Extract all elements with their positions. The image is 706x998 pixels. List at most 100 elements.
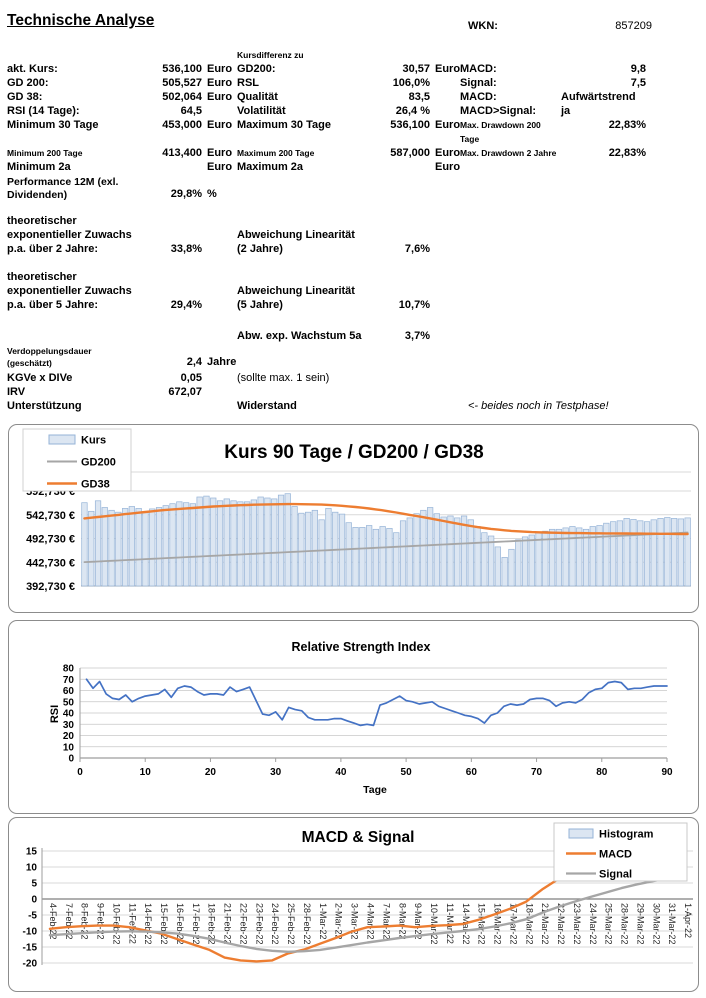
y-axis-title: RSI: [49, 705, 61, 723]
stat-value: 587,000: [390, 147, 430, 159]
kurs-bar: [244, 501, 251, 587]
x-axis-date-label: 9-Feb-22: [96, 903, 106, 940]
macd-chart-svg: 15 10 5 0 -5 -10 -15 -20 4-Feb-22 7-Feb-22 8-Feb-2…: [23, 822, 693, 970]
kurs-bar: [440, 516, 447, 587]
x-axis-date-label: 1-Mar-22: [318, 903, 328, 940]
kurs-bar: [183, 502, 190, 587]
chart-title: Relative Strength Index: [292, 640, 431, 654]
stat-value: 106,0%: [392, 77, 430, 89]
x-axis-date-label: 23-Mar-22: [572, 903, 582, 945]
unterstuetzung-label: Unterstützung: [7, 400, 82, 412]
growth2y-label-line3: p.a. über 2 Jahre:: [7, 243, 99, 255]
legend-kurs-swatch: [48, 434, 76, 445]
kurs-bar: [379, 526, 386, 587]
kurs-bar: [603, 522, 610, 587]
stat-label: Minimum 200 Tage: [7, 148, 83, 158]
kurs-bar: [664, 517, 671, 587]
y-axis-tick-label: 40: [63, 709, 75, 720]
y-axis-tick-label: 80: [63, 664, 75, 675]
stat-unit: Euro: [435, 161, 461, 173]
kurs-bar: [589, 526, 596, 587]
x-axis-date-label: 16-Feb-22: [175, 903, 185, 945]
legend-histogram-swatch: [568, 828, 594, 839]
stat-label: MACD>Signal:: [460, 105, 537, 117]
growth2y-label-line1: theoretischer: [7, 215, 77, 227]
kurs-bar: [230, 500, 237, 587]
x-axis-date-label: 18-Mar-22: [524, 903, 534, 945]
y-axis-tick-label: -20: [23, 959, 38, 970]
kurs-bar: [555, 528, 562, 587]
kurs-bar: [155, 507, 163, 587]
stat-value: 22,83%: [608, 119, 646, 131]
stat-unit: Euro: [435, 119, 461, 131]
x-axis-date-label: 11-Feb-22: [127, 903, 137, 944]
kurs-bar: [488, 535, 495, 587]
growth5y-label-line1: theoretischer: [7, 271, 77, 283]
stat-value: 26,4 %: [395, 105, 430, 117]
stat-value: 502,064: [162, 91, 202, 103]
legend-macd-label: MACD: [599, 849, 632, 861]
kurs-bar: [610, 521, 617, 587]
x-axis-date-label: 21-Mar-22: [540, 903, 550, 945]
y-axis-tick-label: 442,730 €: [26, 557, 75, 569]
x-axis-tick-label: 10: [140, 767, 152, 778]
y-axis-tick-label: -5: [28, 911, 37, 922]
growth2y-value: 33,8%: [170, 243, 202, 255]
kurs-bar: [562, 527, 569, 587]
testphase-note: <- beides noch in Testphase!: [468, 400, 609, 412]
x-axis-date-label: 28-Feb-22: [302, 903, 312, 945]
kurs-bar: [542, 530, 549, 587]
x-axis-date-label: 8-Mar-22: [397, 903, 407, 940]
x-axis-date-label: 3-Mar-22: [350, 903, 360, 940]
y-axis-tick-label: 60: [63, 686, 75, 697]
stat-value: [561, 160, 646, 174]
stat-value: 536,100: [162, 63, 202, 75]
stat-label: Maximum 200 Tage: [237, 148, 315, 158]
y-axis-tick-label: 492,730 €: [26, 534, 75, 546]
kurs-bar: [162, 505, 169, 587]
kurs-bar: [386, 528, 393, 587]
stat-unit: Euro: [207, 63, 233, 75]
kgve-dive-value: 0,05: [180, 372, 202, 384]
stat-label: [7, 48, 157, 62]
kurs-bar: [196, 496, 203, 587]
x-axis-date-label: 14-Feb-22: [143, 903, 153, 945]
gd200-line: [83, 531, 689, 564]
x-axis-date-label: 2-Mar-22: [334, 903, 344, 940]
linearity5y-value: 10,7%: [398, 299, 430, 311]
stat-value: 413,400: [162, 147, 202, 159]
kurs-bar: [88, 510, 95, 587]
legend-signal-label: Signal: [599, 869, 632, 881]
x-axis-date-label: 24-Mar-22: [588, 903, 598, 945]
kurs-bar: [216, 500, 224, 587]
x-axis-date-labels: 4-Feb-22 7-Feb-22 8-Feb-22 9-Feb-22 10-Feb-2…: [48, 903, 693, 945]
irv-value: 672,07: [168, 386, 202, 398]
stat-unit: Euro: [207, 77, 233, 89]
x-axis-date-label: 18-Feb-22: [207, 903, 217, 945]
stat-label: [460, 48, 561, 62]
kurs-bar: [677, 518, 684, 587]
kurs-bar: [366, 525, 373, 587]
kurs-bar: [474, 526, 481, 587]
performance-value: 29,8%: [170, 188, 202, 200]
widerstand-label: Widerstand: [237, 400, 297, 412]
kurs-chart-svg: 592,730 €542,730 €492,730 €442,730 €392,…: [22, 428, 691, 593]
kurs-bar: [684, 517, 691, 587]
x-axis-tick-label: 70: [531, 767, 543, 778]
stat-value: [561, 48, 646, 62]
x-axis-date-label: 31-Mar-22: [667, 903, 677, 945]
kurs-bar: [81, 502, 88, 587]
kurs-bar: [203, 495, 210, 587]
kurs-bar: [108, 509, 115, 587]
kurs-bar: [122, 508, 129, 587]
y-axis-tick-label: 10: [63, 742, 75, 753]
x-axis-date-label: 23-Feb-22: [254, 903, 264, 945]
kurs-bar: [549, 528, 556, 587]
irv-label: IRV: [7, 386, 26, 398]
kurs-bar: [630, 519, 637, 587]
kurs-bar: [501, 557, 508, 587]
x-axis-tick-label: 0: [77, 767, 83, 778]
kurs-bar: [616, 520, 623, 587]
y-axis-tick-label: 50: [63, 697, 75, 708]
